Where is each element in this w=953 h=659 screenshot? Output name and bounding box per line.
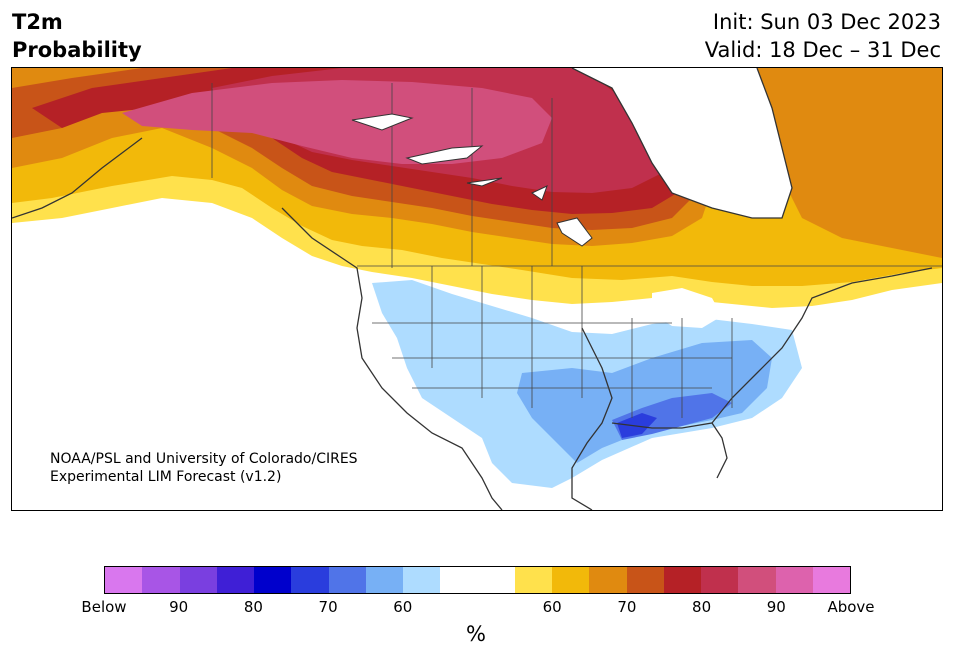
colorbar-tick-label: 70 [318, 598, 338, 616]
credit-line-1: NOAA/PSL and University of Colorado/CIRE… [50, 451, 358, 467]
colorbar-segment [105, 567, 143, 593]
colorbar-segment [589, 567, 627, 593]
colorbar-segment [179, 567, 217, 593]
colorbar-segment [142, 567, 180, 593]
arctic-islands [351, 113, 593, 247]
colorbar-ticks: Below 90 80 70 60 60 70 80 90 Above [81, 598, 874, 620]
colorbar-segment [365, 567, 403, 593]
credit-line-2: Experimental LIM Forecast (v1.2) [50, 469, 282, 485]
above-70-east [752, 68, 942, 258]
colorbar-segment [477, 567, 515, 593]
colorbar-tick-label: 70 [617, 598, 637, 616]
coastlines [12, 68, 933, 510]
colorbar-unit: % [466, 622, 486, 646]
colorbar-segment [626, 567, 664, 593]
colorbar-tick-label: 90 [169, 598, 189, 616]
colorbar-tick-label: 90 [766, 598, 786, 616]
colorbar-segment [663, 567, 701, 593]
hudson-bay [572, 68, 792, 218]
valid-date: Valid: 18 Dec – 31 Dec [704, 38, 941, 62]
forecast-credit: NOAA/PSL and University of Colorado/CIRE… [50, 450, 358, 486]
colorbar-segment [738, 567, 776, 593]
init-date: Init: Sun 03 Dec 2023 [712, 10, 941, 34]
colorbar-tick-label: Above [827, 598, 875, 616]
state-borders [211, 83, 942, 418]
great-lakes [652, 288, 722, 328]
colorbar-tick-label: 80 [243, 598, 263, 616]
colorbar-segment [552, 567, 590, 593]
probability-colorbar [104, 566, 851, 594]
colorbar-segment [216, 567, 254, 593]
colorbar-segment [254, 567, 292, 593]
colorbar-tick-label: Below [81, 598, 127, 616]
colorbar-segment [514, 567, 552, 593]
colorbar-segment [775, 567, 813, 593]
colorbar-tick-label: 60 [393, 598, 413, 616]
colorbar-segment [328, 567, 366, 593]
map-canvas [12, 68, 942, 510]
forecast-dates: Init: Sun 03 Dec 2023 Valid: 18 Dec – 31… [705, 8, 941, 64]
colorbar-tick-label: 80 [692, 598, 712, 616]
colorbar-segment [701, 567, 739, 593]
above-90-region [122, 80, 552, 164]
colorbar-segment [403, 567, 441, 593]
map-title: T2m Probability [12, 8, 142, 64]
colorbar-segment [440, 567, 478, 593]
colorbar-tick-label: 60 [542, 598, 562, 616]
probability-map: NOAA/PSL and University of Colorado/CIRE… [11, 67, 943, 511]
colorbar-segment [812, 567, 850, 593]
colorbar-segment [291, 567, 329, 593]
title-line-2: Probability [12, 38, 142, 62]
below-65-region [517, 340, 772, 463]
title-line-1: T2m [12, 10, 63, 34]
